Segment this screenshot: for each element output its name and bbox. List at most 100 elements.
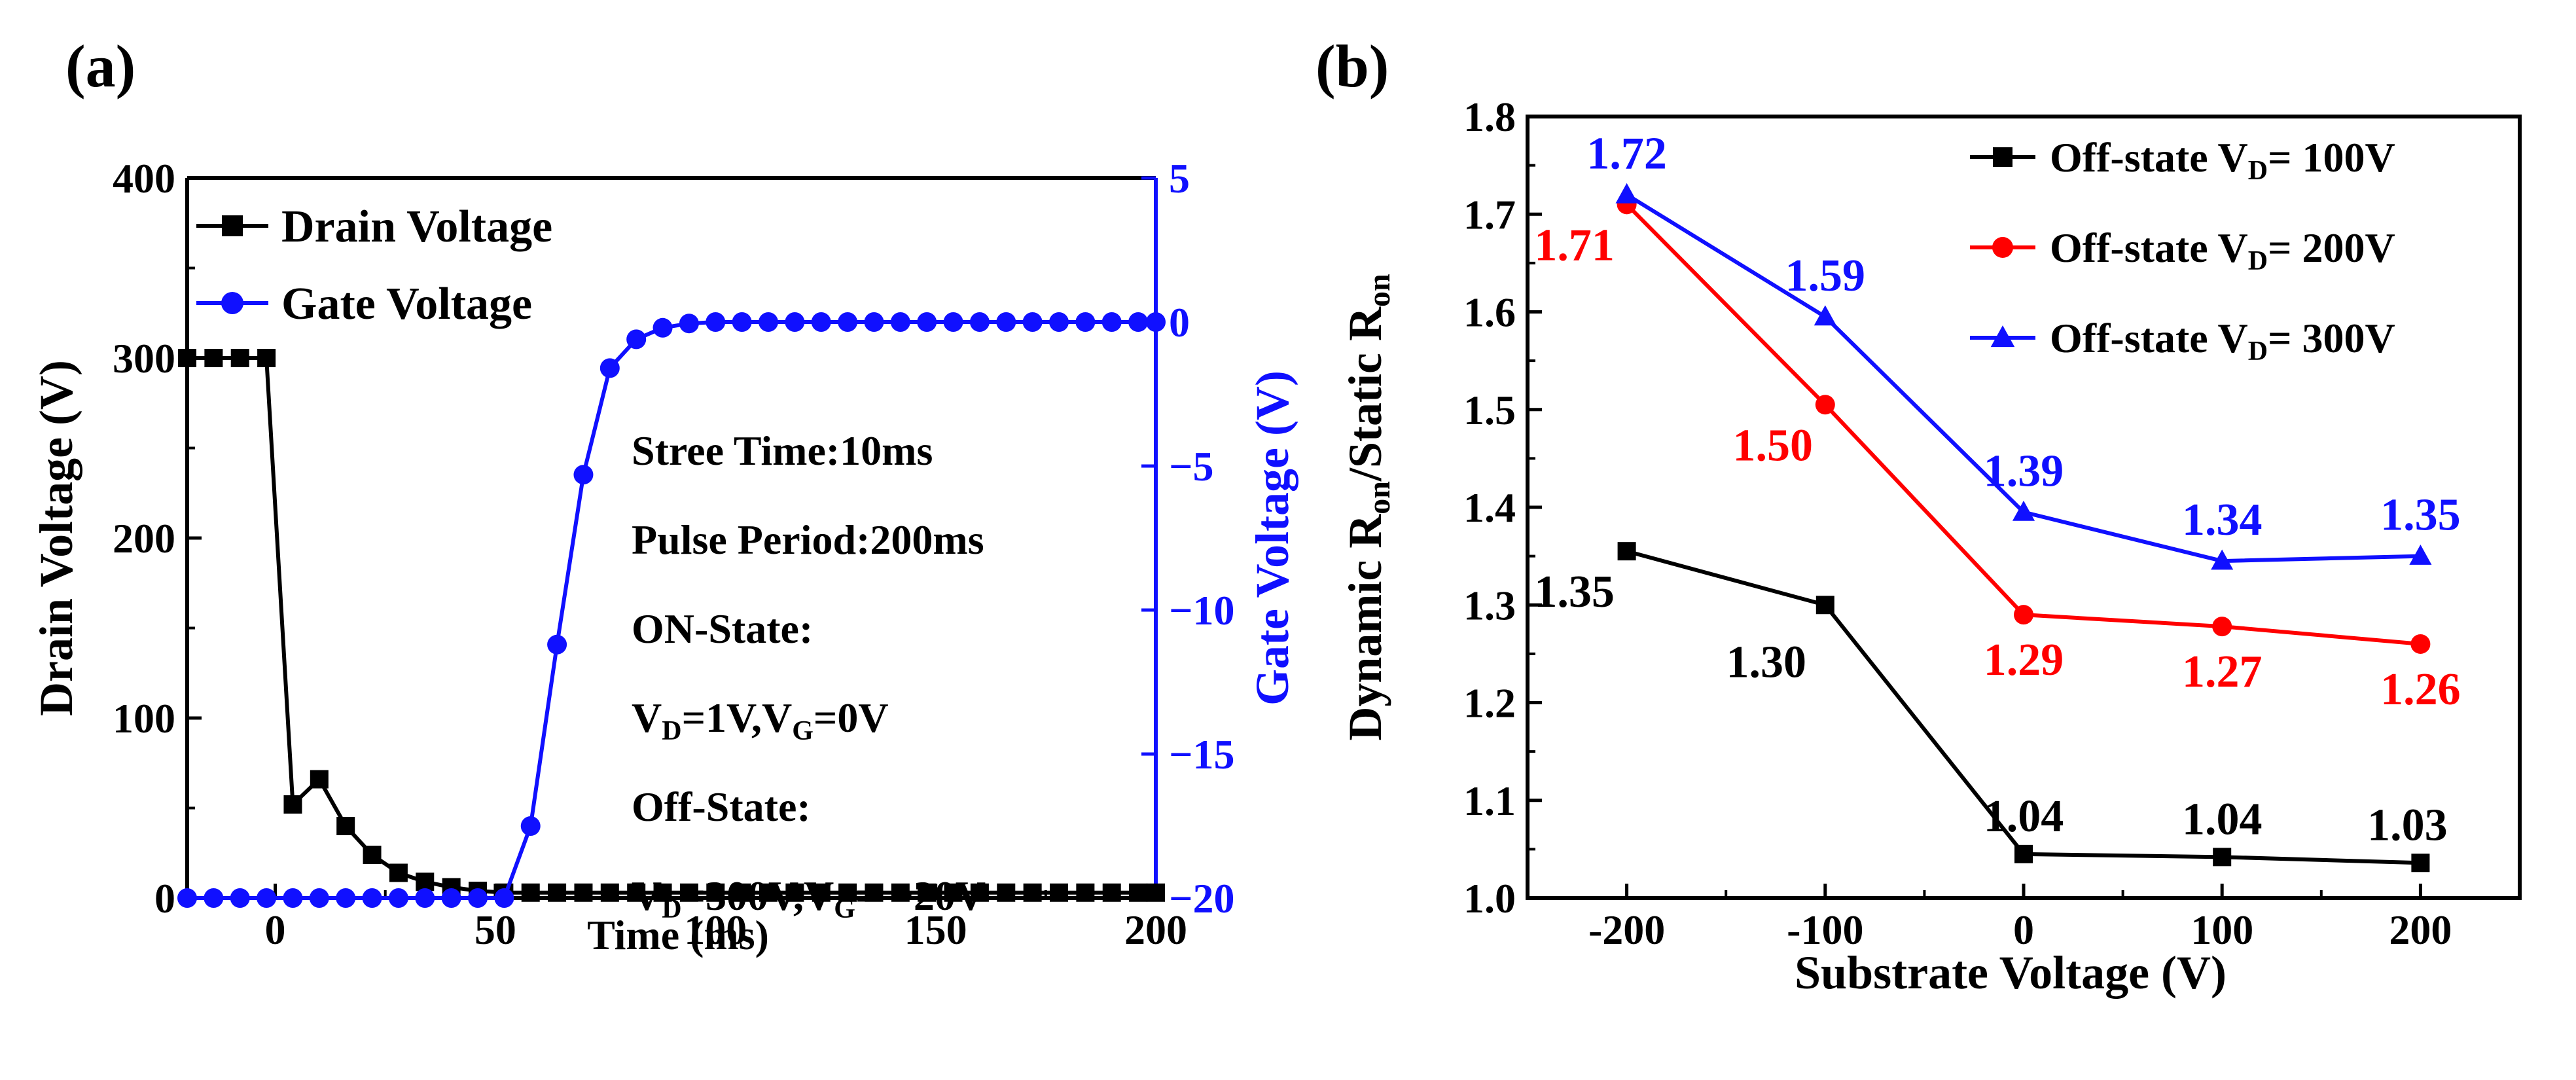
data-point-drain-voltage [970, 883, 989, 902]
data-label-series-2: 1.35 [2380, 490, 2461, 541]
legend-marker-1 [1992, 237, 2013, 258]
panel-b-dynamic-ron-chart: (b) -200 -100 0 100 200 1.0 1.1 1.2 1.3 1.4 1.5 1.6 1… [1315, 33, 2522, 999]
data-label-series-2: 1.59 [1785, 251, 1866, 301]
data-point-gate-voltage [838, 312, 858, 332]
legend-label-1: Gate Voltage [281, 279, 532, 329]
data-label-series-1: 1.71 [1534, 220, 1615, 270]
y-tick-label-1.4: 1.4 [1463, 484, 1516, 531]
y2-axis-title: Gate Voltage (V) [1246, 370, 1298, 706]
data-point-drain-voltage [627, 883, 646, 902]
annotation-line-5: VD=300V,VG= −20V [632, 873, 986, 924]
data-point-gate-voltage [759, 312, 778, 332]
data-point-series-0 [1816, 596, 1834, 615]
data-point-gate-voltage [520, 816, 541, 836]
data-point-drain-voltage [997, 883, 1016, 902]
data-point-drain-voltage [1050, 883, 1068, 902]
data-point-drain-voltage [918, 883, 937, 902]
data-point-drain-voltage [838, 883, 857, 902]
data-label-series-2: 1.34 [2182, 495, 2263, 545]
data-point-drain-voltage [785, 883, 804, 902]
y-tick-label-400: 400 [113, 155, 175, 202]
data-point-gate-voltage [599, 358, 620, 378]
data-point-gate-voltage [362, 888, 382, 908]
data-label-series-0: 1.35 [1534, 567, 1615, 617]
data-point-drain-voltage [865, 883, 884, 902]
data-point-drain-voltage [1102, 883, 1121, 902]
data-point-drain-voltage [416, 873, 435, 891]
data-point-gate-voltage [785, 312, 805, 332]
x-tick-label-50: 50 [474, 907, 516, 953]
y-tick-label-1.6: 1.6 [1463, 289, 1516, 336]
data-point-series-0 [1617, 542, 1636, 561]
data-point-gate-voltage [547, 634, 567, 655]
data-point-series-2 [1814, 305, 1836, 326]
data-point-gate-voltage [706, 312, 726, 332]
data-point-gate-voltage [441, 888, 461, 908]
annotation-line-4: Off-State: [632, 783, 811, 830]
data-point-drain-voltage [944, 883, 963, 902]
y2-tick-label-4: −15 [1169, 731, 1234, 778]
y2-tick-label-2: −5 [1169, 443, 1213, 490]
data-point-drain-voltage [600, 883, 619, 902]
data-point-series-1 [2410, 634, 2431, 654]
data-point-series-2 [2012, 500, 2035, 521]
data-label-series-2: 1.39 [1984, 446, 2064, 496]
data-point-drain-voltage [521, 883, 540, 902]
legend-label-0: Off-state VD= 100V [2050, 134, 2395, 186]
data-point-drain-voltage [1076, 883, 1095, 902]
data-point-series-2 [2211, 549, 2234, 570]
data-point-drain-voltage [1129, 883, 1148, 902]
legend-marker-0 [222, 215, 243, 236]
data-point-series-1 [2212, 617, 2232, 637]
data-point-series-1 [2014, 605, 2033, 625]
y-tick-label-100: 100 [113, 695, 175, 742]
data-point-drain-voltage [363, 846, 382, 864]
data-point-gate-voltage [257, 888, 277, 908]
x-tick-label-150: 150 [904, 907, 967, 953]
x-tick-label-200: 200 [1124, 907, 1187, 953]
data-point-gate-voltage [917, 312, 937, 332]
annotation-line-1: Pulse Period:200ms [632, 516, 984, 563]
legend-marker-1 [221, 292, 243, 314]
x-axis-title: Time (ms) [587, 912, 769, 958]
data-point-series-0 [2411, 854, 2430, 873]
data-point-gate-voltage [1128, 312, 1149, 332]
data-label-series-0: 1.30 [1726, 637, 1807, 687]
data-point-drain-voltage [891, 883, 910, 902]
panel-label-a: (a) [65, 33, 135, 99]
data-point-series-2 [2409, 544, 2432, 565]
data-point-drain-voltage [679, 883, 698, 902]
data-point-series-1 [1815, 395, 1835, 415]
y-axis-title: Dynamic Ron/Static Ron [1339, 274, 1397, 740]
y-tick-label-200: 200 [113, 515, 175, 562]
data-point-gate-voltage [230, 888, 250, 908]
annotation-line-3: VD=1V,VG=0V [632, 694, 889, 746]
y-tick-label-1.8: 1.8 [1463, 94, 1516, 140]
y2-tick-label-5: −20 [1169, 875, 1234, 922]
data-label-series-1: 1.29 [1984, 635, 2064, 685]
data-point-drain-voltage [1023, 883, 1042, 902]
annotation-line-2: ON-State: [632, 605, 813, 652]
data-point-gate-voltage [573, 465, 594, 485]
legend-label-2: Off-state VD= 300V [2050, 315, 2395, 367]
y-tick-label-0: 0 [154, 875, 175, 922]
y-tick-label-1.3: 1.3 [1463, 582, 1516, 628]
x-tick-label-100: 100 [684, 907, 747, 953]
data-point-drain-voltage [574, 883, 593, 902]
data-point-drain-voltage [389, 863, 408, 882]
data-point-gate-voltage [626, 329, 647, 350]
y2-tick-label-1: 0 [1169, 299, 1190, 346]
data-point-gate-voltage [1049, 312, 1069, 332]
legend-label-0: Drain Voltage [281, 202, 552, 252]
legend-marker-0 [1993, 147, 2012, 167]
data-point-gate-voltage [996, 312, 1016, 332]
data-point-gate-voltage [890, 312, 910, 332]
data-point-gate-voltage [732, 312, 752, 332]
data-label-series-1: 1.26 [2380, 664, 2461, 715]
data-point-drain-voltage [653, 883, 672, 902]
data-point-drain-voltage [204, 349, 223, 367]
data-point-gate-voltage [811, 312, 831, 332]
y-tick-label-1.0: 1.0 [1463, 875, 1516, 922]
